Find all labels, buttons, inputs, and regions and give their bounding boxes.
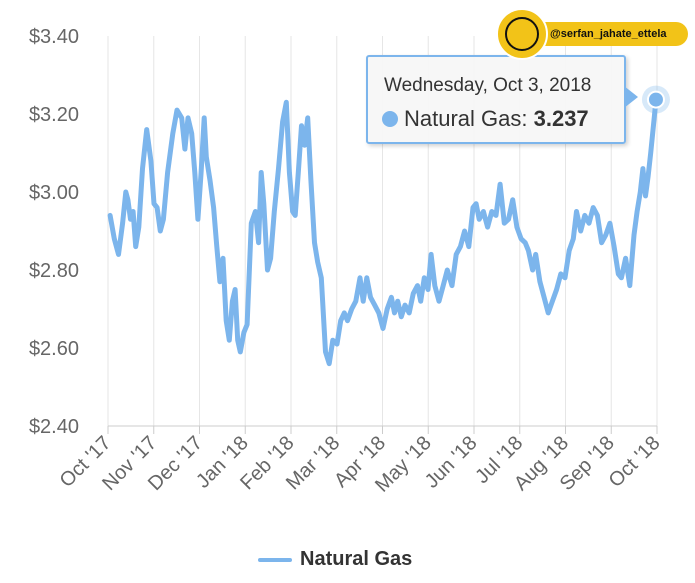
tooltip-value-row: Natural Gas: 3.237 xyxy=(382,106,589,132)
x-tick-label: Jun '18 xyxy=(421,432,482,493)
legend[interactable]: Natural Gas xyxy=(258,548,412,576)
y-tick-label: $2.80 xyxy=(29,260,79,282)
y-tick-label: $3.20 xyxy=(29,104,79,126)
tooltip-value: 3.237 xyxy=(533,106,589,131)
tooltip-series-label: Natural Gas: xyxy=(404,106,534,131)
tooltip: Wednesday, Oct 3, 2018 Natural Gas: 3.23… xyxy=(366,55,626,144)
tooltip-pointer xyxy=(624,86,638,108)
series-natural-gas[interactable] xyxy=(107,85,670,367)
watermark-badge: @serfan_jahate_ettela xyxy=(496,8,688,60)
series-dot-icon xyxy=(382,111,398,127)
y-tick-label: $3.00 xyxy=(29,182,79,204)
y-tick-label: $3.40 xyxy=(29,26,79,48)
legend-label: Natural Gas xyxy=(300,548,413,570)
hover-point[interactable] xyxy=(646,90,665,109)
y-tick-label: $2.40 xyxy=(29,416,79,438)
legend-line-icon xyxy=(258,557,292,562)
x-tick-label: Oct '18 xyxy=(605,432,665,492)
series-line-natural-gas[interactable] xyxy=(107,97,659,367)
y-tick-label: $2.60 xyxy=(29,338,79,360)
watermark-handle: @serfan_jahate_ettela xyxy=(524,22,688,46)
y-axis-ticks: $2.40 $2.60 $2.80 $3.00 $3.20 $3.40 xyxy=(29,26,79,438)
channel-logo-icon xyxy=(496,8,548,60)
tooltip-date: Wednesday, Oct 3, 2018 xyxy=(384,75,592,96)
